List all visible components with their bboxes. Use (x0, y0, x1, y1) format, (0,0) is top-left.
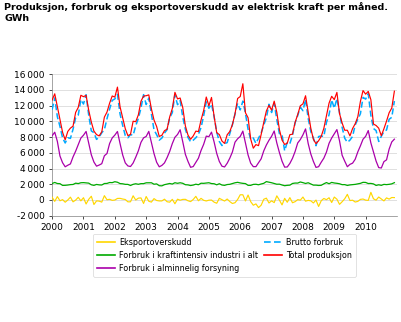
Text: Produksjon, forbruk og eksportoverskudd av elektrisk kraft per måned.
GWh: Produksjon, forbruk og eksportoverskudd … (4, 2, 388, 24)
Legend: Eksportoverskudd, Forbruk i kraftintensiv industri i alt, Forbruk i alminnelig f: Eksportoverskudd, Forbruk i kraftintensi… (93, 234, 356, 277)
